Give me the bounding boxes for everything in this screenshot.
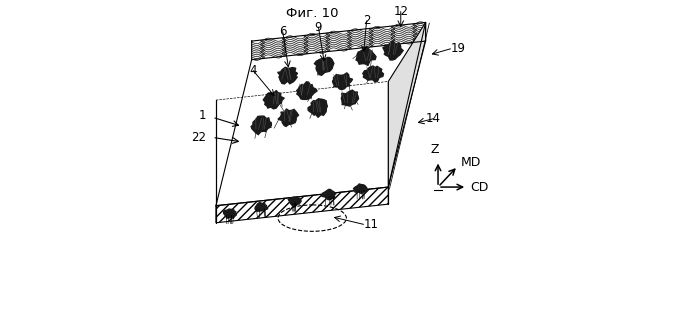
Text: 2: 2 [363,14,370,27]
Polygon shape [288,197,301,206]
Text: CD: CD [470,181,489,193]
Text: 14: 14 [426,112,441,125]
Polygon shape [363,66,384,82]
Text: 9: 9 [315,21,322,34]
Text: 6: 6 [279,25,287,38]
Polygon shape [278,109,298,126]
Text: 12: 12 [394,5,408,18]
Text: Фиг. 10: Фиг. 10 [286,7,338,20]
Text: Z: Z [430,143,438,156]
Polygon shape [333,73,352,90]
Text: 22: 22 [192,131,207,144]
Polygon shape [356,47,376,66]
Polygon shape [251,116,271,134]
Polygon shape [252,22,426,60]
Text: 19: 19 [450,42,466,55]
Polygon shape [341,90,359,106]
Polygon shape [389,22,426,187]
Polygon shape [315,57,334,75]
Polygon shape [255,202,268,211]
Text: 11: 11 [363,218,378,231]
Polygon shape [322,189,336,200]
Polygon shape [354,184,368,194]
Polygon shape [278,67,298,84]
Text: 1: 1 [199,109,207,122]
Text: MD: MD [461,156,482,169]
Polygon shape [383,41,403,60]
Text: 4: 4 [250,64,257,77]
Polygon shape [296,82,317,100]
Polygon shape [308,99,327,117]
Polygon shape [216,187,389,223]
Polygon shape [224,209,236,218]
Polygon shape [264,90,284,109]
